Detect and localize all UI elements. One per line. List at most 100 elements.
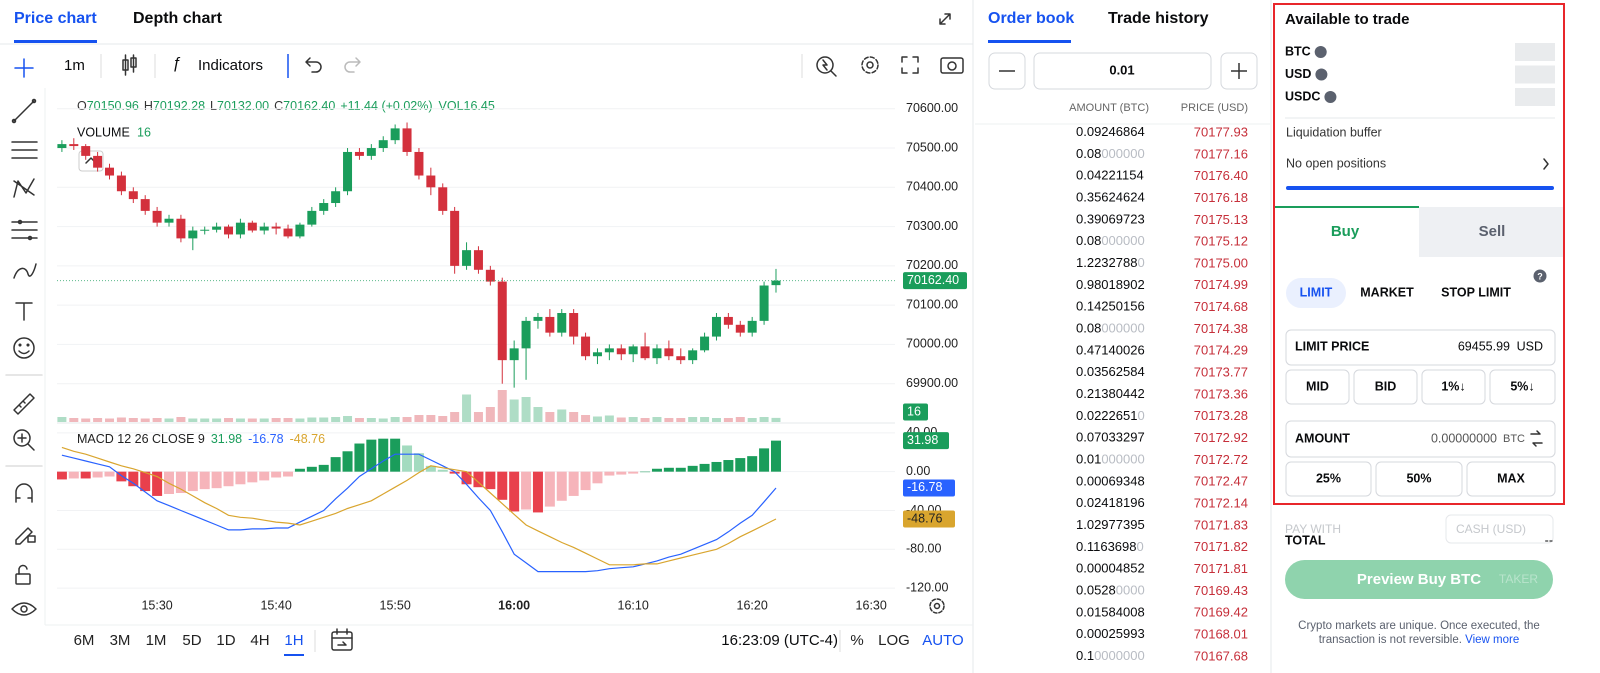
amount-digits: 0.02418196 bbox=[1076, 496, 1145, 511]
interval[interactable]: 1m bbox=[64, 57, 85, 74]
undo[interactable] bbox=[305, 57, 322, 73]
price: 70172.47 bbox=[1194, 474, 1248, 489]
price: 70171.82 bbox=[1194, 539, 1248, 554]
drawing-tools[interactable] bbox=[5, 58, 43, 616]
expand-icon[interactable] bbox=[939, 13, 951, 25]
volume-bar bbox=[247, 418, 257, 422]
order-type[interactable]: STOP LIMIT bbox=[1441, 285, 1511, 299]
range-button[interactable]: 3M bbox=[110, 632, 131, 649]
y-tick-label: 70300.00 bbox=[906, 219, 958, 233]
macd-histogram-bar bbox=[187, 471, 198, 492]
step-input[interactable] bbox=[1033, 52, 1212, 90]
amount-digits: 0.1163698 bbox=[1076, 539, 1137, 554]
range-button[interactable]: 1D bbox=[216, 632, 235, 649]
range-button[interactable]: 4H bbox=[250, 632, 269, 649]
camera-icon[interactable] bbox=[940, 57, 964, 74]
volume-bar bbox=[473, 412, 483, 422]
range-button[interactable]: 1H bbox=[284, 632, 303, 649]
button[interactable] bbox=[1353, 369, 1418, 405]
macd-histogram-bar bbox=[675, 467, 686, 472]
macd-title: MACD 12 26 CLOSE 9 bbox=[77, 432, 205, 446]
amount-padding: 0000 bbox=[1116, 583, 1145, 598]
macd-histogram-bar bbox=[485, 471, 496, 490]
tab-indicator bbox=[1273, 206, 1419, 208]
volume-bar bbox=[640, 418, 650, 422]
candle-body bbox=[509, 348, 519, 361]
button[interactable] bbox=[1466, 461, 1556, 497]
range-button[interactable]: 6M bbox=[74, 632, 95, 649]
tab[interactable]: Depth chart bbox=[133, 10, 223, 27]
pay-method[interactable] bbox=[1445, 514, 1554, 544]
macd-histogram-bar bbox=[568, 471, 579, 496]
tab[interactable]: Trade history bbox=[1108, 10, 1209, 27]
field-unit: USD bbox=[1517, 339, 1543, 353]
amount: 0.02226510 bbox=[1076, 408, 1145, 423]
volume-bar bbox=[390, 417, 400, 422]
button[interactable] bbox=[1285, 369, 1350, 405]
amount-digits: 0.08 bbox=[1076, 146, 1101, 161]
limit-price-input[interactable] bbox=[1285, 329, 1556, 366]
help-icon[interactable] bbox=[1314, 46, 1327, 58]
volume-bar bbox=[69, 418, 79, 422]
candle-icon[interactable] bbox=[122, 54, 137, 76]
candle-body bbox=[604, 348, 614, 353]
date-range-icon[interactable] bbox=[331, 628, 353, 651]
price: 70172.92 bbox=[1194, 430, 1248, 445]
price: 70175.12 bbox=[1194, 234, 1248, 249]
macd-histogram-bar bbox=[509, 471, 520, 512]
amount-input[interactable] bbox=[1285, 420, 1556, 458]
help-icon[interactable] bbox=[1315, 68, 1328, 81]
price: 70167.68 bbox=[1194, 648, 1248, 663]
indicators[interactable]: Indicators bbox=[198, 57, 263, 74]
price: 70176.40 bbox=[1194, 168, 1248, 183]
help-icon[interactable] bbox=[1533, 269, 1547, 283]
alert-icon[interactable] bbox=[816, 56, 837, 77]
axis-settings[interactable] bbox=[929, 598, 945, 614]
price: 70174.38 bbox=[1194, 321, 1248, 336]
candle-body bbox=[771, 280, 781, 286]
liquidation-label: Liquidation buffer bbox=[1286, 125, 1382, 139]
candle-body bbox=[473, 250, 483, 270]
macd-histogram-bar bbox=[604, 471, 615, 476]
candle-body bbox=[628, 346, 638, 355]
volume-bar bbox=[509, 399, 519, 422]
volume-bar bbox=[711, 418, 721, 422]
macd-histogram-bar bbox=[759, 448, 770, 472]
ohlc-value: 70162.40 bbox=[283, 99, 335, 113]
button[interactable] bbox=[1421, 369, 1486, 405]
volume-bar bbox=[176, 417, 186, 422]
tab[interactable]: Price chart bbox=[14, 10, 97, 27]
fullscreen-icon[interactable] bbox=[901, 56, 919, 74]
buy-tab[interactable]: Buy bbox=[1331, 223, 1360, 240]
range-button[interactable]: 5D bbox=[182, 632, 201, 649]
redo[interactable] bbox=[344, 57, 361, 73]
x-tick-label: 15:50 bbox=[380, 598, 411, 612]
swap-icon[interactable] bbox=[1530, 430, 1543, 447]
macd-histogram-bar bbox=[175, 471, 186, 494]
preview-button[interactable] bbox=[1285, 560, 1553, 599]
candle-body bbox=[116, 175, 126, 192]
tab[interactable]: Order book bbox=[988, 10, 1074, 27]
help-icon[interactable] bbox=[1324, 91, 1337, 103]
scale-button[interactable]: AUTO bbox=[922, 632, 963, 649]
button[interactable] bbox=[1375, 461, 1463, 497]
scale-button[interactable]: % bbox=[850, 632, 863, 649]
candle-body bbox=[247, 222, 257, 231]
amount: 0.98018902 bbox=[1076, 277, 1145, 292]
sell-tab[interactable] bbox=[1419, 207, 1565, 257]
sell-tab-label[interactable]: Sell bbox=[1479, 223, 1506, 240]
volume-bar bbox=[164, 418, 174, 422]
asset: BTC bbox=[1285, 44, 1311, 58]
order-type[interactable]: MARKET bbox=[1360, 285, 1414, 299]
amount-digits: 0.01584008 bbox=[1076, 605, 1145, 620]
settings-icon[interactable] bbox=[861, 56, 879, 74]
range-button[interactable]: 1M bbox=[146, 632, 167, 649]
view-more[interactable]: View more bbox=[1465, 634, 1519, 646]
positions[interactable]: No open positions bbox=[1286, 156, 1386, 170]
order-type[interactable]: LIMIT bbox=[1300, 285, 1333, 299]
button[interactable] bbox=[1285, 461, 1372, 497]
button[interactable] bbox=[1489, 369, 1556, 405]
price: 70172.14 bbox=[1194, 496, 1248, 511]
scale-button[interactable]: LOG bbox=[878, 632, 910, 649]
